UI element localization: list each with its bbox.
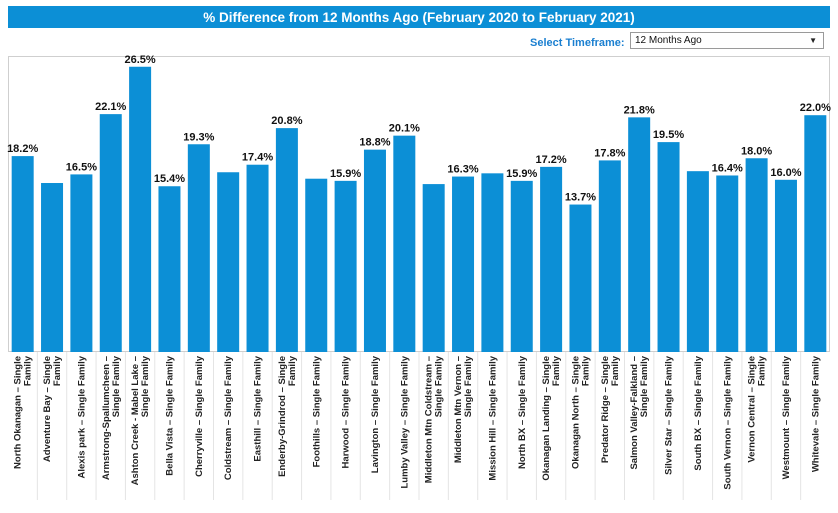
bar-10[interactable] [305,178,328,352]
category-label-5: Bella Vista – Single Family [164,355,175,475]
category-label-23: South BX – Single Family [693,355,704,470]
chart-plot-area [8,56,830,352]
category-label-3: Armstrong-Spallumcheen –Single Family [101,355,122,480]
data-label-15: 16.3% [447,164,478,176]
data-label-0: 18.2% [7,143,38,155]
bar-22[interactable] [657,142,680,352]
data-label-2: 16.5% [66,161,97,173]
bar-9[interactable] [275,128,298,352]
bar-18[interactable] [540,166,563,352]
category-label-11: Harwood – Single Family [341,355,352,468]
bar-6[interactable] [187,144,210,352]
bar-15[interactable] [452,176,475,352]
data-label-27: 22.0% [800,102,831,114]
bar-16[interactable] [481,173,504,352]
data-label-20: 17.8% [594,147,625,159]
bar-14[interactable] [422,184,445,352]
bar-8[interactable] [246,164,269,352]
timeframe-select[interactable]: 12 Months Ago ▼ [630,32,824,49]
category-label-18: Okanagan Landing – SingleFamily [541,355,562,480]
category-label-24: South Vernon – Single Family [722,355,733,489]
bar-13[interactable] [393,135,416,352]
data-label-24: 16.4% [712,162,743,174]
bar-20[interactable] [598,160,621,352]
bar-27[interactable] [804,115,827,352]
category-label-7: Coldstream – Single Family [223,355,234,480]
data-label-21: 21.8% [624,104,655,116]
category-label-13: Lumby Valley – Single Family [399,355,410,488]
category-label-17: North BX – Single Family [517,355,528,469]
bar-1[interactable] [41,183,64,352]
category-label-15: Middleton Mtn Vernon –Single Family [453,355,474,463]
data-label-4: 26.5% [125,54,156,66]
category-label-19: Okanagan North – SingleFamily [570,355,591,469]
timeframe-label: Select Timeframe: [530,37,625,49]
bar-23[interactable] [686,171,709,352]
category-label-21: Salmon Valley-Falkland –Single Family [629,355,650,469]
bar-25[interactable] [745,158,768,352]
data-label-6: 19.3% [183,131,214,143]
bar-24[interactable] [716,175,739,352]
bar-0[interactable] [11,156,34,352]
category-label-4: Ashton Creek - Mabel Lake –Single Family [130,355,151,485]
data-label-13: 20.1% [389,123,420,135]
bar-5[interactable] [158,186,181,352]
data-label-9: 20.8% [271,115,302,127]
category-label-10: Foothills – Single Family [311,355,322,467]
bar-4[interactable] [129,66,152,352]
bar-19[interactable] [569,204,592,352]
category-label-6: Cherryville – Single Family [194,355,205,477]
category-label-14: Middleton Mtn Coldstream –Single Family [424,355,445,483]
category-label-0: North Okanagan – SingleFamily [13,355,34,469]
chevron-down-icon[interactable]: ▼ [809,36,817,45]
bar-11[interactable] [334,180,357,352]
data-label-17: 15.9% [506,168,537,180]
data-label-8: 17.4% [242,152,273,164]
timeframe-selected-value: 12 Months Ago [635,35,702,46]
data-label-3: 22.1% [95,101,126,113]
bar-2[interactable] [70,174,93,352]
category-label-22: Silver Star – Single Family [664,355,675,475]
data-label-26: 16.0% [770,167,801,179]
bar-17[interactable] [510,180,533,352]
bar-26[interactable] [774,179,797,352]
chart-title: % Difference from 12 Months Ago (Februar… [8,6,830,28]
data-label-5: 15.4% [154,173,185,185]
category-label-8: Easthill – Single Family [253,355,264,461]
bar-21[interactable] [628,117,651,353]
data-label-22: 19.5% [653,129,684,141]
category-label-2: Alexis park – Single Family [76,355,87,478]
category-label-16: Mission Hill – Single Family [487,355,498,480]
category-label-26: Westmount – Single Family [781,355,792,479]
bar-7[interactable] [217,172,240,352]
bar-3[interactable] [99,114,122,353]
category-label-27: Whitevale – Single Family [810,355,821,472]
data-label-18: 17.2% [536,154,567,166]
category-label-12: Lavington – Single Family [370,355,381,473]
data-label-19: 13.7% [565,192,596,204]
category-label-1: Adventure Bay – SingleFamily [42,355,63,462]
category-label-20: Predator Ridge – SingleFamily [600,355,621,463]
data-label-25: 18.0% [741,145,772,157]
category-label-9: Enderby-Grindrod – SingleFamily [277,355,298,477]
data-label-12: 18.8% [359,137,390,149]
bar-12[interactable] [363,149,386,352]
category-label-25: Vernon Central – SingleFamily [747,355,768,462]
data-label-11: 15.9% [330,168,361,180]
